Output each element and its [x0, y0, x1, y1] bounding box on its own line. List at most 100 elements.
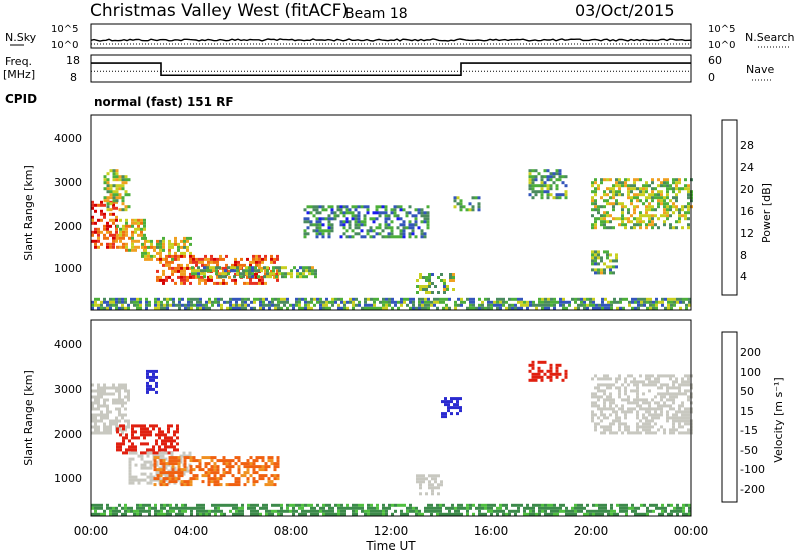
data-cell: [360, 229, 364, 233]
data-cell: [571, 509, 574, 513]
station-title: Christmas Valley West (fitACF): [90, 1, 348, 21]
data-cell: [684, 407, 687, 411]
data-cell: [281, 272, 284, 276]
data-cell: [672, 386, 675, 390]
data-cell: [678, 220, 681, 224]
data-cell: [246, 477, 250, 481]
data-cell: [103, 392, 106, 396]
data-cell: [597, 386, 600, 390]
data-cell: [252, 257, 255, 261]
data-cell: [418, 512, 421, 516]
data-cell: [313, 506, 316, 510]
data-cell: [298, 306, 301, 310]
power-ytick-4000: 4000: [54, 132, 82, 145]
data-cell: [384, 214, 388, 218]
data-cell: [523, 303, 526, 307]
data-cell: [418, 303, 421, 307]
data-cell: [330, 208, 334, 212]
data-cell: [168, 239, 171, 243]
data-cell: [606, 265, 609, 269]
data-cell: [648, 383, 651, 387]
data-cell: [295, 303, 298, 307]
data-cell: [420, 211, 424, 215]
data-cell: [534, 372, 538, 376]
data-cell: [267, 459, 271, 463]
data-cell: [430, 509, 433, 513]
data-cell: [609, 268, 612, 272]
data-cell: [174, 462, 178, 466]
data-cell: [382, 303, 385, 307]
data-cell: [127, 306, 130, 310]
data-cell: [184, 503, 187, 507]
data-cell: [146, 460, 150, 464]
data-cell: [143, 466, 147, 470]
data-cell: [600, 395, 603, 399]
data-cell: [336, 208, 340, 212]
data-cell: [528, 178, 532, 182]
data-cell: [103, 215, 106, 219]
data-cell: [97, 413, 100, 417]
data-cell: [409, 506, 412, 510]
data-cell: [642, 392, 645, 396]
data-cell: [558, 363, 562, 367]
data-cell: [459, 205, 463, 209]
data-cell: [100, 303, 103, 307]
data-cell: [577, 297, 580, 301]
data-cell: [431, 291, 434, 294]
data-cell: [209, 275, 212, 279]
data-cell: [478, 506, 481, 510]
data-cell: [612, 265, 615, 269]
data-cell: [531, 169, 535, 173]
data-cell: [313, 297, 316, 301]
data-cell: [591, 181, 594, 185]
data-cell: [97, 425, 100, 429]
data-cell: [250, 512, 253, 516]
data-cell: [673, 300, 676, 304]
data-cell: [600, 419, 603, 423]
data-cell: [115, 297, 118, 301]
data-cell: [315, 235, 319, 239]
data-cell: [199, 300, 202, 304]
data-cell: [416, 285, 419, 288]
data-cell: [178, 512, 181, 516]
data-cell: [273, 260, 276, 264]
data-cell: [415, 512, 418, 516]
data-cell: [625, 509, 628, 513]
data-cell: [631, 506, 634, 510]
data-cell: [97, 227, 100, 231]
data-cell: [532, 512, 535, 516]
data-cell: [203, 269, 206, 273]
data-cell: [678, 211, 681, 215]
data-cell: [309, 205, 313, 209]
data-cell: [158, 448, 161, 452]
data-cell: [540, 375, 544, 379]
data-cell: [161, 451, 165, 455]
data-cell: [597, 271, 600, 275]
data-cell: [514, 303, 517, 307]
xtick-0800: 08:00: [274, 524, 309, 538]
data-cell: [348, 211, 352, 215]
data-cell: [496, 509, 499, 513]
data-cell: [414, 223, 418, 227]
data-cell: [481, 303, 484, 307]
data-cell: [153, 468, 157, 472]
data-cell: [183, 239, 186, 243]
data-cell: [555, 193, 559, 197]
data-cell: [600, 431, 603, 435]
data-cell: [274, 503, 277, 507]
data-cell: [385, 506, 388, 510]
data-cell: [97, 407, 100, 411]
data-cell: [594, 259, 597, 263]
data-cell: [174, 471, 178, 475]
data-cell: [555, 375, 559, 379]
data-cell: [339, 235, 343, 239]
data-cell: [609, 395, 612, 399]
data-cell: [91, 506, 94, 510]
data-cell: [286, 503, 289, 507]
freq-left-tick-bottom: 8: [70, 71, 77, 84]
data-cell: [400, 297, 403, 301]
data-cell: [207, 474, 211, 478]
data-cell: [100, 218, 103, 222]
data-cell: [678, 431, 681, 435]
